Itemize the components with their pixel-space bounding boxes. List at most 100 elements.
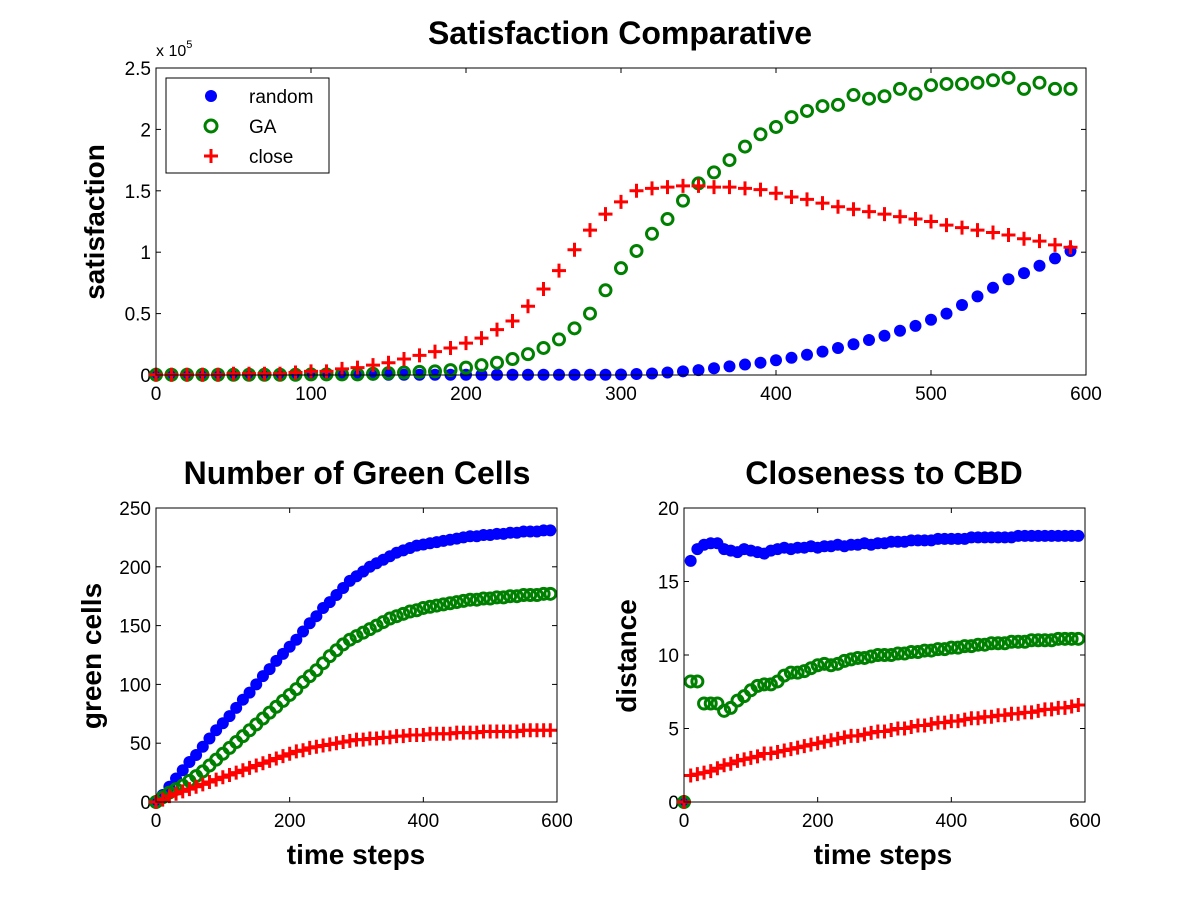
data-point <box>483 591 498 606</box>
data-point <box>810 658 825 673</box>
data-point <box>296 743 311 758</box>
data-point <box>1002 273 1015 286</box>
data-point <box>884 648 899 662</box>
plot-box <box>683 507 1086 803</box>
chart-title: Number of Green Cells <box>184 455 531 491</box>
data-point <box>263 663 276 676</box>
legend-marker-random <box>205 90 217 102</box>
data-point <box>908 212 923 227</box>
data-point <box>837 653 852 668</box>
data-point <box>803 661 818 676</box>
data-point <box>288 365 303 380</box>
data-point <box>614 194 628 209</box>
data-point <box>750 678 765 693</box>
data-point <box>381 355 396 370</box>
data-point <box>877 89 892 104</box>
data-point <box>366 358 380 373</box>
x-axis-label: time steps <box>814 839 953 870</box>
data-point <box>930 642 945 657</box>
data-point <box>831 199 845 214</box>
data-point <box>443 596 458 611</box>
data-point <box>815 99 830 114</box>
plot-box <box>155 507 558 803</box>
data-point <box>939 76 954 91</box>
data-point <box>997 636 1012 651</box>
plot-marks <box>149 70 1078 382</box>
data-point <box>707 180 721 195</box>
data-point <box>203 732 216 745</box>
data-point <box>521 299 535 314</box>
data-point <box>412 348 427 363</box>
x-tick-label: 200 <box>274 811 306 832</box>
y-tick-label: 150 <box>119 617 151 638</box>
data-point <box>319 364 334 379</box>
x-tick-label: 600 <box>1069 811 1101 832</box>
data-point <box>797 664 812 679</box>
data-point <box>229 765 244 780</box>
data-point <box>402 604 417 619</box>
legend-marker-close <box>204 149 218 163</box>
data-point <box>443 340 458 355</box>
data-point <box>429 598 444 613</box>
data-point <box>738 139 752 154</box>
data-point <box>230 701 243 714</box>
data-point <box>893 209 907 224</box>
data-point <box>223 710 236 723</box>
data-point <box>629 243 644 258</box>
legend-box <box>165 77 330 174</box>
data-point <box>255 756 270 771</box>
data-point <box>707 165 721 180</box>
data-point <box>909 319 922 332</box>
data-point <box>691 178 706 193</box>
data-point <box>723 756 738 771</box>
data-point <box>310 610 323 623</box>
panel-closeness: Closeness to CBD distance time steps 0 20… <box>611 455 1101 870</box>
data-point <box>830 656 845 671</box>
y-axis-label: distance <box>611 599 642 713</box>
data-point <box>877 207 892 222</box>
data-point <box>924 78 938 93</box>
data-point <box>910 645 925 660</box>
data-point <box>505 313 520 328</box>
data-point <box>660 212 675 227</box>
y-axis-label: green cells <box>76 583 107 729</box>
data-point <box>864 649 879 664</box>
data-point <box>567 321 582 336</box>
data-point <box>543 723 558 738</box>
data-point <box>832 341 844 354</box>
data-point <box>290 633 303 646</box>
data-point <box>870 648 885 662</box>
data-point <box>583 306 597 321</box>
data-point <box>1018 267 1030 280</box>
data-point <box>970 223 985 238</box>
x-tick-label: 100 <box>295 384 327 405</box>
data-point <box>428 344 442 359</box>
y-tick-label: 1 <box>140 243 151 264</box>
data-point <box>878 329 891 342</box>
data-point <box>1011 634 1026 649</box>
data-point <box>412 364 427 379</box>
x-tick-label: 600 <box>1070 384 1102 405</box>
data-point <box>1032 234 1047 249</box>
data-point <box>770 354 782 367</box>
data-point <box>1057 631 1072 646</box>
legend-label-close: close <box>249 147 293 168</box>
data-point <box>474 331 489 346</box>
legend-label-ga: GA <box>249 117 277 138</box>
data-point <box>722 180 737 195</box>
data-point <box>897 646 912 661</box>
data-point <box>1017 634 1032 649</box>
data-point <box>409 603 424 618</box>
data-point <box>710 761 725 776</box>
data-point <box>196 740 209 753</box>
data-point <box>257 366 272 381</box>
data-point <box>529 588 544 603</box>
y-tick-label: 5 <box>668 720 679 741</box>
data-point <box>937 642 952 657</box>
x-tick-label: 300 <box>605 384 637 405</box>
data-point <box>676 193 690 208</box>
y-tick-label: 100 <box>119 675 151 696</box>
data-point <box>1051 631 1066 646</box>
data-point <box>763 677 778 692</box>
